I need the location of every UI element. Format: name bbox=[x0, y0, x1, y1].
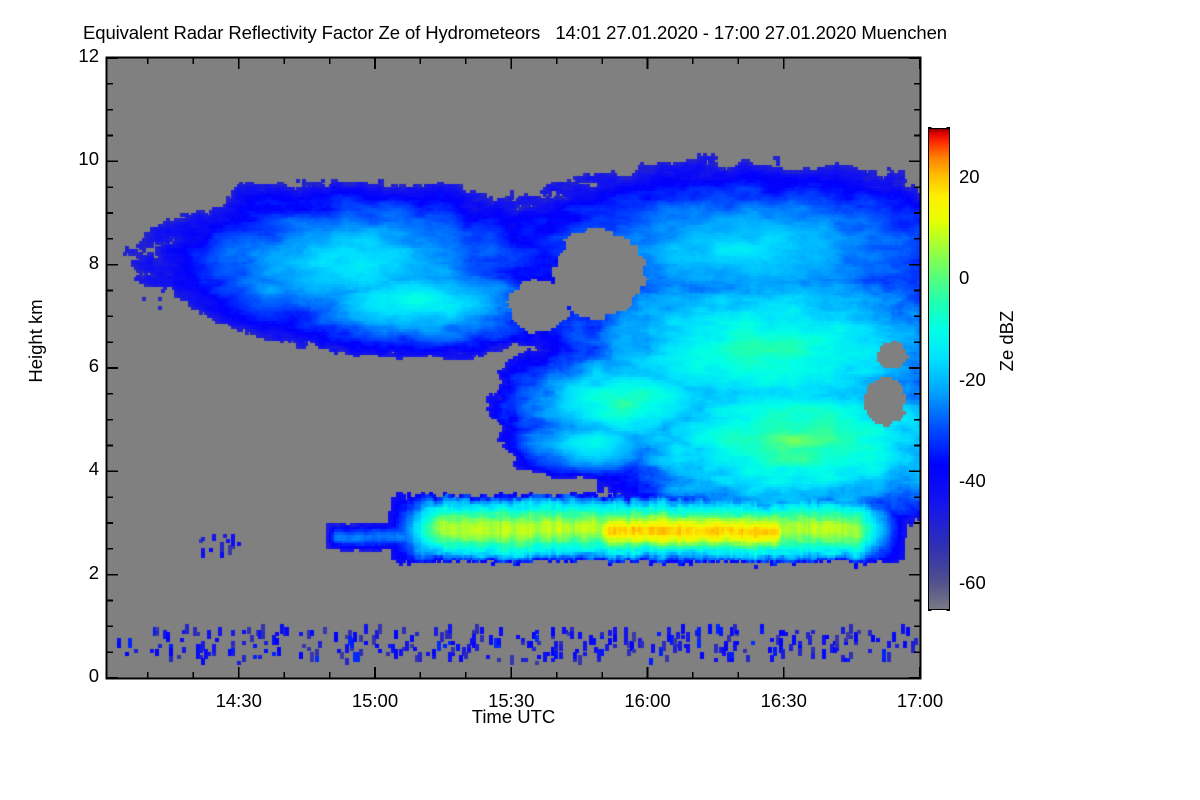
colorbar-tick-label: -40 bbox=[959, 470, 986, 492]
colorbar-tick-label: -60 bbox=[959, 571, 986, 593]
x-axis-label: Time UTC bbox=[471, 706, 556, 727]
heatmap-image bbox=[107, 58, 920, 678]
colorbar-bar bbox=[928, 128, 950, 610]
colorbar-gradient bbox=[928, 128, 950, 610]
colorbar-tick-label: -20 bbox=[959, 368, 986, 390]
reflectivity-heatmap bbox=[107, 58, 920, 678]
x-tick-label: 16:00 bbox=[624, 690, 671, 711]
y-axis-label: Height km bbox=[25, 299, 46, 383]
y-tick-label: 0 bbox=[88, 665, 99, 686]
colorbar-tick-label: 0 bbox=[959, 267, 970, 289]
y-tick-label: 12 bbox=[78, 45, 99, 66]
x-tick-label: 14:30 bbox=[215, 690, 262, 711]
colorbar-label: Ze dBZ bbox=[996, 310, 1017, 372]
x-tick-label: 15:30 bbox=[488, 690, 535, 711]
colorbar-tick-label: 20 bbox=[959, 165, 980, 187]
x-tick-label: 16:30 bbox=[760, 690, 807, 711]
y-tick-label: 4 bbox=[88, 458, 99, 480]
y-tick-label: 10 bbox=[78, 148, 99, 170]
x-tick-label: 15:00 bbox=[351, 690, 399, 711]
x-tick-label: 17:00 bbox=[896, 690, 944, 711]
y-tick-label: 8 bbox=[88, 251, 99, 273]
y-tick-label: 2 bbox=[88, 561, 99, 583]
plot-area bbox=[107, 58, 920, 678]
colorbar bbox=[928, 128, 950, 610]
page-title: Equivalent Radar Reflectivity Factor Ze … bbox=[83, 22, 947, 43]
y-tick-label: 6 bbox=[88, 355, 99, 376]
